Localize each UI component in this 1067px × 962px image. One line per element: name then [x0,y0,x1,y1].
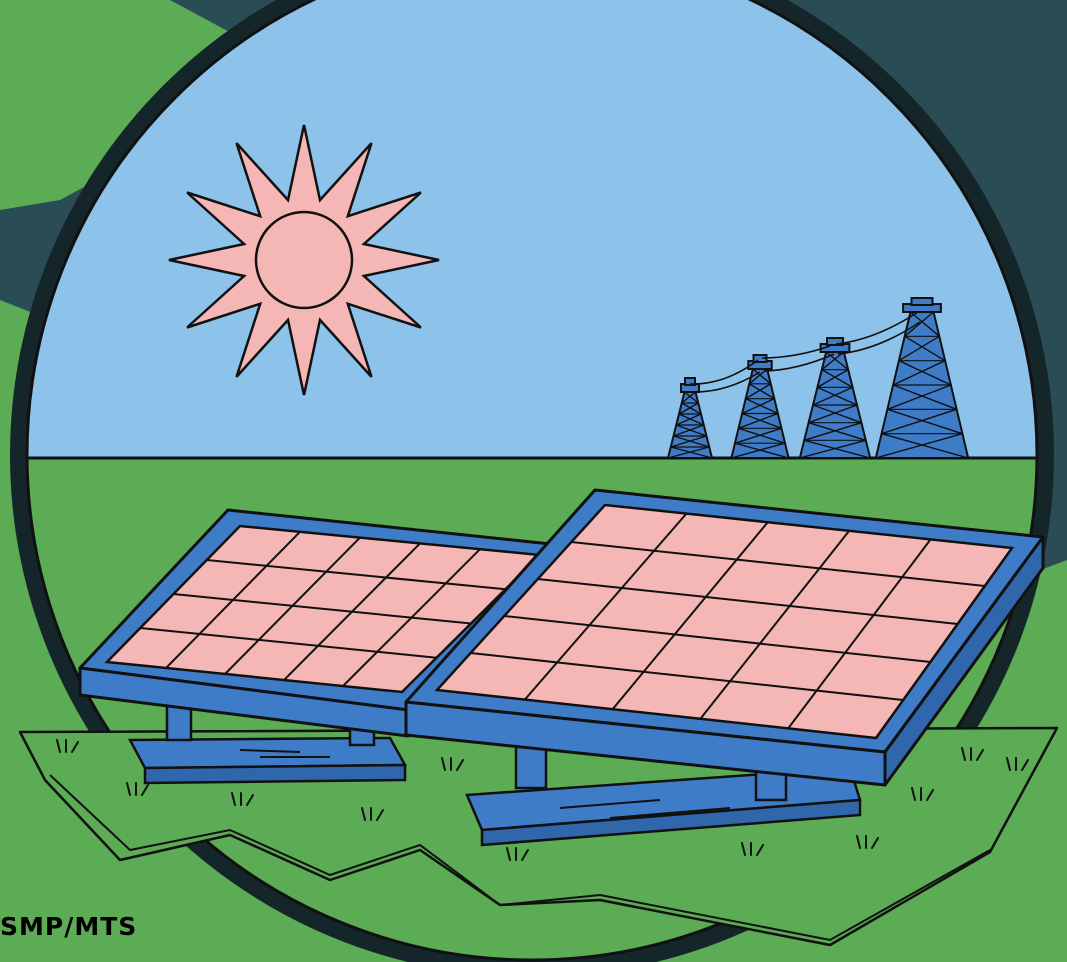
grass-tuft-icon [911,787,934,801]
transmission-tower-icon [730,354,790,459]
credit-label: SMP/MTS [0,912,138,941]
grass-tuft-icon [856,835,879,849]
grass-tuft-icon [441,757,464,771]
grass-tuft-icon [231,792,254,806]
solar-panel-icon [404,488,1045,847]
grass-tuft-icon [506,847,529,861]
grass-tuft-icon [741,842,764,856]
sun-icon [168,124,440,396]
grass-tuft-icon [961,747,984,761]
transmission-tower-icon [666,377,714,459]
grass-tuft-icon [1006,757,1029,771]
transmission-tower-icon [798,337,872,459]
grass-tuft-icon [126,782,149,796]
grass-tufts [56,739,1029,861]
grass-tuft-icon [56,739,79,753]
grass-tuft-icon [361,807,384,821]
transmission-towers [666,297,970,459]
transmission-tower-icon [874,297,970,459]
